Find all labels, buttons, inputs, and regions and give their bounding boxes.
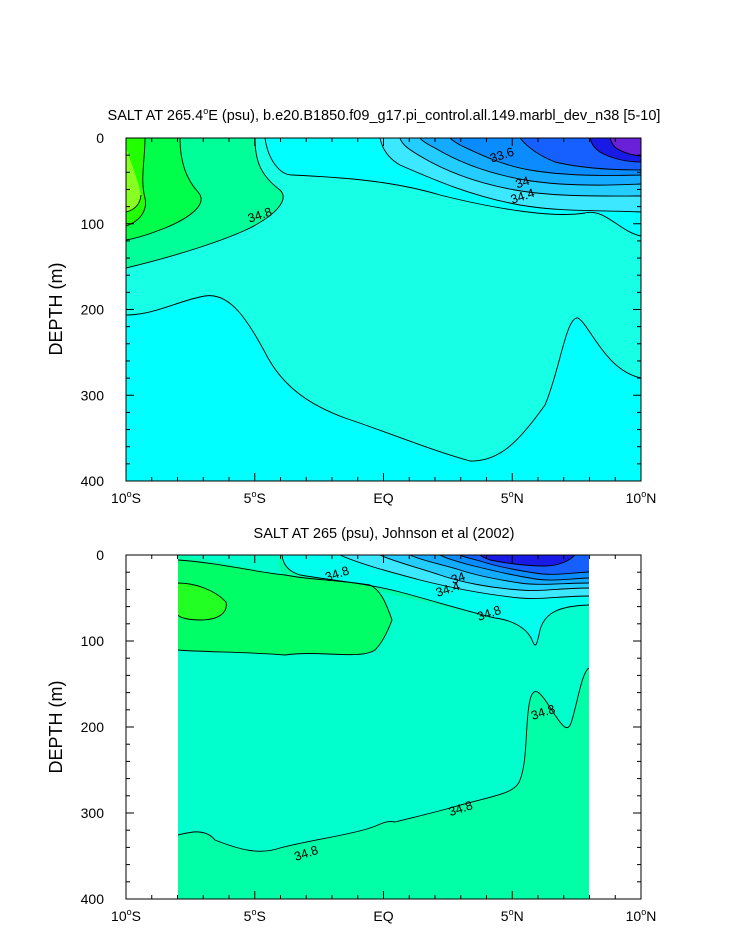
- bottom-fill-351: [178, 583, 227, 620]
- bottom-contour-line: [178, 582, 227, 621]
- top-x-tick-label: 5oS: [244, 489, 266, 506]
- top-fill-cyan-deep: [126, 295, 641, 481]
- bottom-y-axis-label: DEPTH (m): [46, 681, 66, 774]
- top-contour-line: [419, 138, 641, 186]
- top-contour-line: [609, 138, 641, 157]
- top-contour-line: [126, 138, 202, 241]
- top-contour-line: [399, 138, 641, 197]
- top-contour-field: [126, 138, 641, 481]
- top-contour-line: [589, 138, 641, 163]
- top-title: SALT AT 265.4oE (psu), b.e20.B1850.f09_g…: [108, 106, 661, 124]
- bottom-y-tick-label: 0: [96, 547, 104, 563]
- top-fill-310: [610, 138, 641, 156]
- top-fill-352: [126, 148, 141, 212]
- top-y-axis-label: DEPTH (m): [46, 263, 66, 356]
- bottom-y-ticks: 0 100 200 300 400: [81, 547, 641, 907]
- top-contour-line: [291, 174, 641, 237]
- bottom-x-tick-label: EQ: [373, 908, 393, 924]
- top-contour-line: [519, 138, 641, 171]
- bottom-contour-line: [281, 555, 589, 646]
- top-panel: SALT AT 265.4oE (psu), b.e20.B1850.f09_g…: [46, 106, 660, 506]
- bottom-contour-label: 34: [449, 569, 467, 587]
- bottom-title: SALT AT 265 (psu), Johnson et al (2002): [254, 526, 515, 542]
- bottom-contour-line: [439, 555, 589, 581]
- bottom-y-tick-label: 300: [81, 805, 105, 821]
- top-contour-line: [264, 138, 293, 176]
- bottom-contour-line: [178, 667, 589, 852]
- top-contour-line: [449, 138, 641, 176]
- top-y-tick-label: 100: [81, 216, 105, 232]
- top-contour-line: [126, 295, 641, 462]
- bottom-x-tick-label: 10oN: [626, 907, 657, 924]
- bottom-fill-350: [178, 560, 392, 655]
- top-y-tick-label: 400: [81, 473, 105, 489]
- top-fill-350: [126, 138, 202, 240]
- top-contour-line: [126, 138, 146, 227]
- bottom-contour-line: [479, 555, 576, 567]
- bottom-y-tick-label: 200: [81, 719, 105, 735]
- top-x-tick-label: EQ: [373, 490, 393, 506]
- bottom-x-ticks: 10oS 5oS EQ 5oN 10oN: [111, 555, 656, 924]
- top-contour-label: 34: [514, 174, 532, 192]
- bottom-contour-field: [178, 555, 589, 899]
- top-x-ticks: 10oS 5oS EQ 5oN 10oN: [111, 138, 656, 506]
- contour-label-text: 34: [514, 174, 532, 192]
- bottom-contour-line: [178, 559, 393, 656]
- top-y-tick-label: 0: [96, 130, 104, 146]
- bottom-x-tick-label: 5oS: [244, 907, 266, 924]
- top-contour-line: [126, 138, 284, 269]
- top-x-tick-label: 10oN: [626, 489, 657, 506]
- top-x-tick-label: 5oN: [501, 489, 524, 506]
- bottom-contour-line: [459, 555, 589, 575]
- top-contour-line: [126, 194, 142, 213]
- bottom-x-tick-label: 5oN: [501, 907, 524, 924]
- top-x-tick-label: 10oS: [111, 489, 141, 506]
- bottom-contour-line: [409, 555, 589, 585]
- contour-label-text: 34: [449, 569, 467, 587]
- bottom-y-tick-label: 100: [81, 633, 105, 649]
- bottom-fill-315: [480, 555, 575, 566]
- bottom-y-tick-label: 400: [81, 891, 105, 907]
- bottom-x-tick-label: 10oS: [111, 907, 141, 924]
- bottom-fill-349-deep: [178, 668, 589, 899]
- top-contour-line: [379, 138, 641, 213]
- top-y-tick-label: 200: [81, 302, 105, 318]
- bottom-panel: SALT AT 265 (psu), Johnson et al (2002): [46, 526, 656, 924]
- bottom-contour-line: [339, 555, 589, 600]
- top-y-tick-label: 300: [81, 387, 105, 403]
- top-y-ticks: 0 100 200 300 400: [81, 130, 641, 489]
- bottom-contour-line: [379, 555, 589, 592]
